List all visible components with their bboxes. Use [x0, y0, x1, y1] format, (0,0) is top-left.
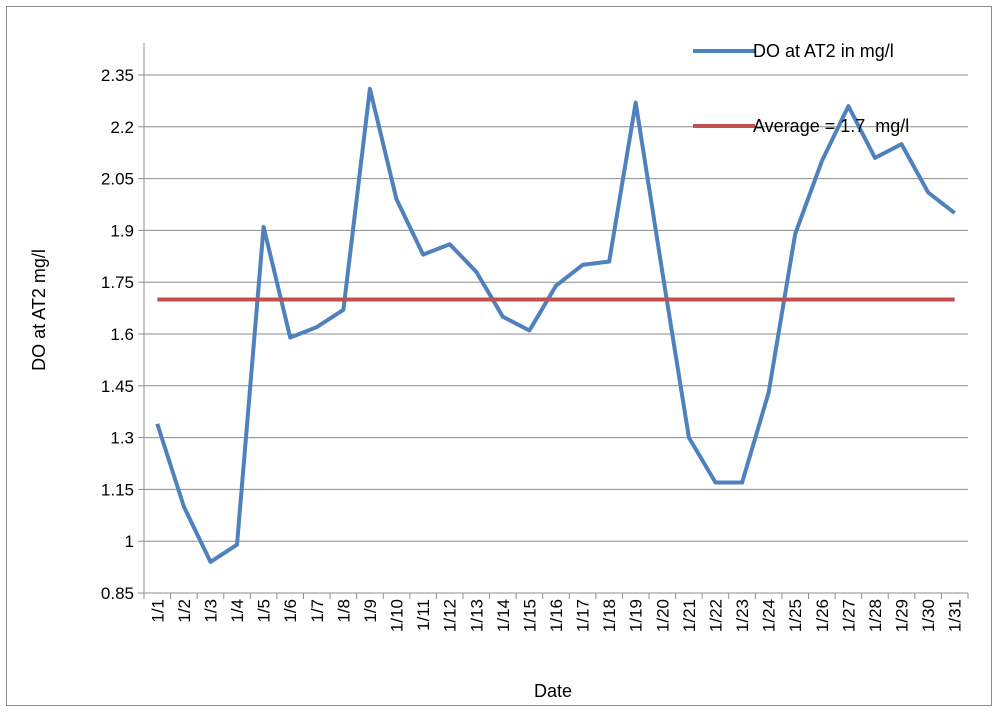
- y-tick-label: 1.75: [101, 273, 134, 292]
- y-tick-label: 0.85: [101, 584, 134, 603]
- axes: [138, 43, 969, 599]
- x-tick-label: 1/18: [600, 599, 619, 632]
- legend: DO at AT2 in mg/l Average = 1.7 mg/l: [693, 41, 909, 136]
- x-tick-label: 1/2: [175, 599, 194, 623]
- y-tick-label: 1: [125, 532, 134, 551]
- x-tick-label: 1/17: [574, 599, 593, 632]
- x-tick-label: 1/31: [946, 599, 965, 632]
- y-tick-label: 1.9: [110, 221, 134, 240]
- x-tick-label: 1/9: [361, 599, 380, 623]
- x-tick-label: 1/3: [201, 599, 220, 623]
- x-tick-label: 1/29: [893, 599, 912, 632]
- x-tick-label: 1/10: [388, 599, 407, 632]
- y-tick-label: 1.6: [110, 325, 134, 344]
- x-tick-label: 1/5: [255, 599, 274, 623]
- y-tick-label: 2.05: [101, 170, 134, 189]
- x-tick-label: 1/4: [228, 599, 247, 623]
- gridlines: [144, 74, 968, 542]
- y-axis-label: DO at AT2 mg/l: [29, 249, 49, 371]
- legend-label: Average = 1.7 mg/l: [753, 116, 909, 136]
- x-tick-label: 1/16: [547, 599, 566, 632]
- x-tick-label: 1/30: [919, 599, 938, 632]
- x-tick-label: 1/7: [308, 599, 327, 623]
- x-tick-label: 1/27: [839, 599, 858, 632]
- series-line-do-at-at2: [155, 86, 956, 564]
- y-tick-label: 1.3: [110, 429, 134, 448]
- x-tick-label: 1/13: [467, 599, 486, 632]
- x-tick-label: 1/28: [866, 599, 885, 632]
- x-tick-label: 1/11: [414, 599, 433, 631]
- y-tick-label: 1.15: [101, 480, 134, 499]
- x-tick-label: 1/8: [334, 599, 353, 623]
- x-axis-label: Date: [534, 681, 572, 701]
- x-tick-label: 1/1: [148, 599, 167, 623]
- x-tick-label: 1/19: [627, 599, 646, 632]
- x-tick-label: 1/20: [653, 599, 672, 632]
- y-tick-label: 1.45: [101, 377, 134, 396]
- y-tick-label: 2.2: [110, 118, 134, 137]
- x-tick-label: 1/23: [733, 599, 752, 632]
- x-tick-label: 1/24: [760, 599, 779, 632]
- x-tick-label: 1/22: [706, 599, 725, 632]
- legend-label: DO at AT2 in mg/l: [753, 41, 894, 61]
- chart-frame: [6, 6, 992, 706]
- x-tick-label: 1/14: [494, 599, 513, 632]
- x-tick-label: 1/6: [281, 599, 300, 623]
- y-tick-labels: 0.85 1 1.15 1.3 1.45 1.6 1.75 1.9 2.05 2.2 2.35: [101, 66, 134, 603]
- x-tick-label: 1/15: [520, 599, 539, 632]
- series-lines: [155, 86, 956, 564]
- x-tick-label: 1/12: [441, 599, 460, 632]
- x-tick-labels: 1/1 1/2 1/3 1/4 1/5 1/6 1/7 1/8 1/9 1/10 1/11 1/12 1…: [148, 599, 964, 632]
- x-tick-label: 1/21: [680, 599, 699, 632]
- x-tick-label: 1/26: [813, 599, 832, 632]
- y-tick-label: 2.35: [101, 66, 134, 85]
- x-tick-label: 1/25: [786, 599, 805, 632]
